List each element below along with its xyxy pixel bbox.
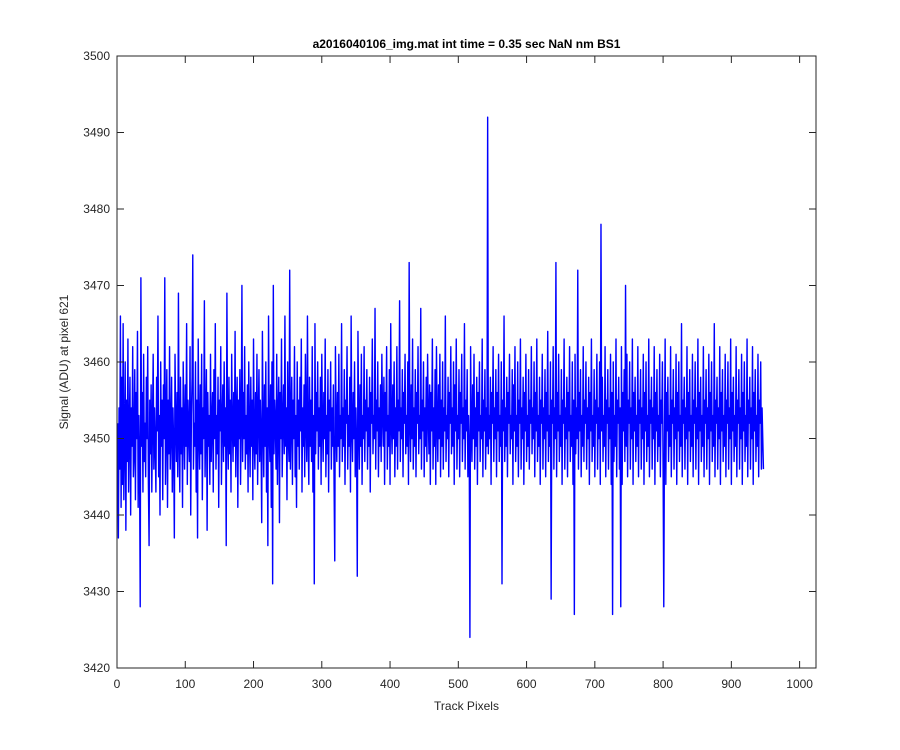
series-layer	[116, 116, 765, 639]
x-axis-ticks: 0 100 200 300 400 500 600 700 800 900 1000	[114, 56, 813, 691]
plot-area	[117, 56, 816, 668]
y-tick-label: 3470	[83, 279, 110, 293]
x-tick-label: 200	[244, 677, 264, 691]
x-axis-label: Track Pixels	[434, 699, 499, 713]
y-axis-label: Signal (ADU) at pixel 621	[57, 294, 71, 429]
series-line-0	[116, 116, 765, 639]
x-tick-label: 100	[175, 677, 195, 691]
y-tick-label: 3420	[83, 661, 110, 675]
y-tick-label: 3430	[83, 585, 110, 599]
y-tick-label: 3460	[83, 355, 110, 369]
x-tick-label: 300	[312, 677, 332, 691]
y-tick-label: 3480	[83, 202, 110, 216]
y-tick-label: 3440	[83, 508, 110, 522]
chart-title: a2016040106_img.mat int time = 0.35 sec …	[313, 37, 621, 51]
x-tick-label: 500	[448, 677, 468, 691]
x-tick-label: 400	[380, 677, 400, 691]
y-tick-label: 3500	[83, 49, 110, 63]
x-tick-label: 700	[585, 677, 605, 691]
y-tick-label: 3450	[83, 432, 110, 446]
x-tick-label: 0	[114, 677, 121, 691]
x-tick-label: 600	[517, 677, 537, 691]
y-tick-label: 3490	[83, 126, 110, 140]
x-tick-label: 800	[653, 677, 673, 691]
x-tick-label: 1000	[786, 677, 813, 691]
x-tick-label: 900	[721, 677, 741, 691]
y-axis-ticks: 3420 3430 3440 3450 3460 3470 3480 3490 3500	[83, 49, 816, 675]
